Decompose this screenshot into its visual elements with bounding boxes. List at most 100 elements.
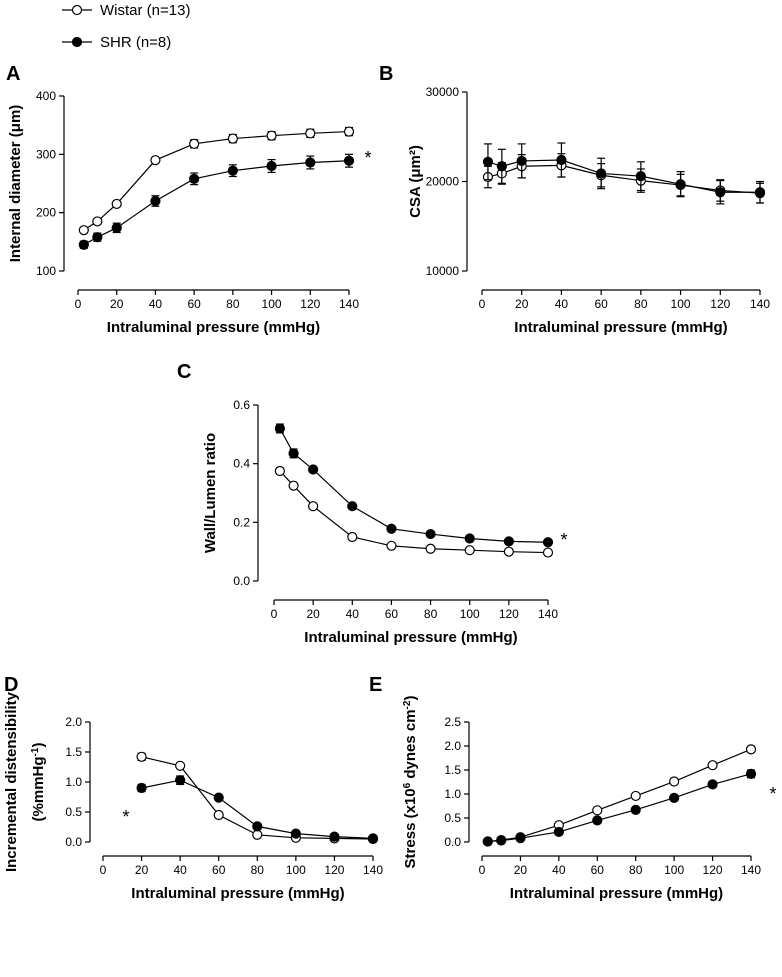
x-tick-label: 0 (479, 297, 486, 311)
data-point (308, 501, 319, 512)
y-axis-title-sup: -2 (402, 700, 413, 709)
data-point (556, 154, 567, 166)
data-point (496, 161, 507, 172)
data-point (745, 768, 757, 779)
y-axis-title-part: Stress (x10 (402, 788, 419, 868)
data-point (189, 173, 200, 184)
data-point (347, 531, 358, 543)
x-axis-title: Intraluminal pressure (mmHg) (107, 319, 320, 336)
x-tick-label: 60 (212, 863, 226, 877)
x-tick-label: 60 (385, 607, 399, 621)
y-tick-label: 400 (36, 89, 56, 103)
y-axis-title: Incremental distensibility (3, 691, 20, 872)
panel-e: E 0.0 0.5 1.0 1.5 2.0 2.5 0 20 40 60 80 100 120 140 Int… (369, 674, 777, 902)
data-point (503, 536, 514, 547)
data-point (715, 187, 726, 198)
y-tick-label: 200 (36, 206, 56, 220)
data-point (227, 133, 238, 144)
data-point (367, 833, 379, 844)
x-tick-label: 20 (110, 297, 124, 311)
data-point (150, 195, 161, 207)
data-point (516, 155, 527, 167)
y-tick-label: 2.5 (444, 715, 461, 729)
data-point (542, 547, 554, 558)
data-point (150, 155, 161, 166)
x-tick-label: 100 (286, 863, 306, 877)
data-point (596, 168, 607, 179)
legend-wistar-marker (71, 4, 83, 16)
data-point (553, 826, 564, 838)
x-tick-label: 40 (555, 297, 569, 311)
x-tick-label: 40 (552, 863, 566, 877)
x-tick-label: 120 (499, 607, 519, 621)
x-tick-label: 100 (664, 863, 684, 877)
y-tick-label: 0.6 (233, 398, 250, 412)
data-point (707, 779, 718, 790)
x-axis-title: Intraluminal pressure (mmHg) (510, 885, 723, 902)
y-axis-title-sup: 6 (402, 782, 413, 788)
data-point (92, 216, 103, 227)
data-point (111, 222, 122, 233)
data-point (175, 760, 186, 771)
series-shr (274, 423, 554, 548)
y-axis-title: Internal diameter (μm) (7, 105, 24, 263)
data-point (329, 831, 340, 842)
data-point (482, 836, 493, 847)
data-point (136, 782, 147, 794)
significance-star: * (560, 530, 567, 550)
y-tick-label: 10000 (426, 264, 460, 278)
y-axis-title-part: dynes cm (402, 709, 419, 782)
data-point (305, 128, 316, 139)
y-axis-title-part: ) (402, 696, 419, 701)
series-wistar (274, 465, 554, 558)
legend-wistar-label: Wistar (n=13) (100, 2, 190, 19)
x-tick-label: 100 (460, 607, 480, 621)
y-tick-label: 0.0 (65, 835, 82, 849)
x-tick-label: 20 (515, 297, 529, 311)
y-axis-title: Stress (x106 dynes cm-2) (402, 696, 420, 869)
x-tick-label: 120 (703, 863, 723, 877)
data-point (78, 239, 89, 250)
data-point (503, 546, 514, 557)
x-tick-label: 140 (741, 863, 761, 877)
data-point (266, 130, 277, 141)
x-tick-label: 80 (634, 297, 648, 311)
x-tick-label: 20 (306, 607, 320, 621)
x-axis-title: Intraluminal pressure (mmHg) (514, 319, 727, 336)
x-axis-title: Intraluminal pressure (mmHg) (304, 629, 517, 646)
y-tick-label: 0.5 (65, 805, 82, 819)
y-axis-title-part: (%mmHg (30, 756, 47, 821)
significance-star: * (122, 807, 129, 827)
x-tick-label: 60 (591, 863, 605, 877)
y-tick-label: 100 (36, 264, 56, 278)
x-tick-label: 120 (324, 863, 344, 877)
x-tick-label: 20 (514, 863, 528, 877)
data-point (515, 833, 526, 844)
series-wistar (482, 744, 757, 847)
data-point (592, 805, 603, 816)
data-point (78, 225, 89, 236)
data-point (252, 821, 263, 832)
x-tick-label: 0 (75, 297, 82, 311)
data-point (630, 804, 641, 815)
data-point (288, 480, 299, 491)
y-tick-label: 0.5 (444, 811, 461, 825)
panel-label: C (177, 361, 191, 383)
x-tick-label: 120 (710, 297, 730, 311)
panel-label: B (379, 63, 393, 85)
data-point (213, 809, 224, 821)
data-point (635, 171, 646, 182)
data-point (308, 464, 319, 475)
x-tick-label: 0 (271, 607, 278, 621)
data-point (92, 232, 103, 243)
data-point (496, 835, 507, 846)
data-point (630, 790, 641, 802)
data-point (542, 537, 554, 548)
y-axis-title-sup: -1 (30, 747, 41, 756)
data-point (136, 751, 147, 762)
panel-c: C 0.0 0.2 0.4 0.6 0 20 40 60 80 100 120 140 Intralumi… (177, 361, 568, 646)
y-tick-label: 2.0 (65, 715, 82, 729)
x-tick-label: 80 (629, 863, 643, 877)
y-tick-label: 300 (36, 147, 56, 161)
